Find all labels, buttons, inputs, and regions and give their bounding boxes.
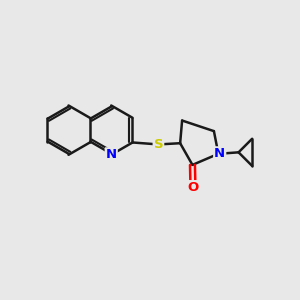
Text: O: O	[187, 181, 199, 194]
Text: S: S	[154, 138, 163, 151]
Text: N: N	[214, 147, 225, 160]
Text: N: N	[106, 148, 117, 161]
